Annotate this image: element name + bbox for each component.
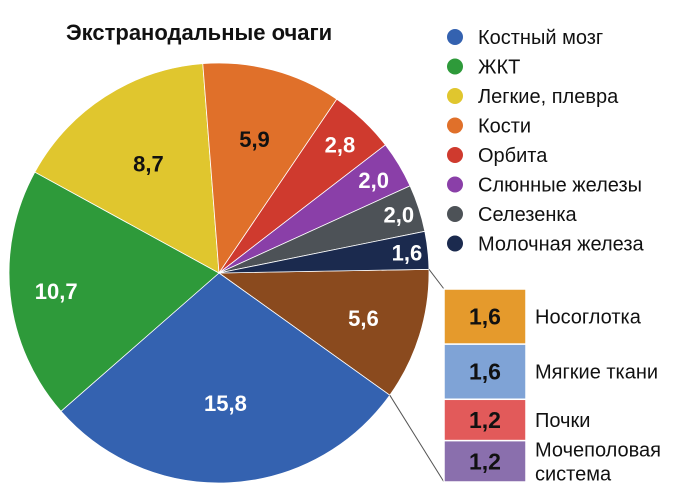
legend-marker <box>447 176 463 193</box>
breakdown-connectors <box>389 268 445 483</box>
breakdown-value: 1,6 <box>469 359 501 385</box>
legend-marker <box>447 117 463 134</box>
legend-marker <box>447 29 463 45</box>
legend-marker <box>447 88 463 104</box>
breakdown-value: 1,6 <box>469 304 501 330</box>
slice-value-label: 2,8 <box>325 133 356 158</box>
slice-value-label: 2,0 <box>358 168 389 193</box>
legend-label: Слюнные железы <box>478 175 642 197</box>
breakdown-segment <box>443 398 527 442</box>
legend-marker <box>447 147 463 163</box>
legend-marker <box>447 206 463 222</box>
breakdown-segment <box>443 288 527 345</box>
chart-title: Экстранодальные очаги <box>66 20 332 45</box>
connector-line <box>389 394 445 483</box>
breakdown-label: Мочеполовая система <box>535 439 661 485</box>
pie-slice <box>202 62 338 275</box>
breakdown-segment <box>443 439 527 483</box>
breakdown-value: 1,2 <box>469 448 501 474</box>
legend-marker <box>447 58 463 75</box>
slice-value-label: 10,7 <box>35 279 78 304</box>
slice-value-label: 5,9 <box>239 127 270 152</box>
pie-slice-labels: 5,615,810,78,75,9 2,82,02,01,6 <box>35 127 422 416</box>
legend-label: Легкие, плевра <box>478 86 619 108</box>
slice-value-label: 2,0 <box>384 203 415 228</box>
legend-label: Костный мозг <box>478 27 603 49</box>
breakdown-value: 1,2 <box>469 407 501 433</box>
slice-value-label: 15,8 <box>204 391 247 416</box>
legend-label: Селезенка <box>478 204 578 226</box>
legend: Костный мозг ЖКТ Легкие, плевра Кости Орбита… <box>447 27 644 256</box>
breakdown-bar: 1,6 Носоглотка 1,6 Мягкие ткани 1,2 Почки 1,2 М… <box>443 288 661 485</box>
breakdown-segment <box>443 343 527 401</box>
breakdown-label: Мягкие ткани <box>535 362 658 384</box>
pie-slice <box>34 63 220 274</box>
connector-line <box>428 268 445 290</box>
legend-label: Молочная железа <box>478 234 644 256</box>
slice-value-label: 8,7 <box>133 152 164 177</box>
pie-slices <box>8 62 430 484</box>
pie-slice <box>8 171 220 412</box>
breakdown-label: Почки <box>535 410 590 432</box>
slice-value-label: 5,6 <box>348 306 379 331</box>
legend-marker <box>447 235 463 252</box>
pie-slice <box>217 268 430 396</box>
legend-label: ЖКТ <box>478 57 520 79</box>
breakdown-label: Носоглотка <box>535 307 642 329</box>
pie-slice <box>218 230 430 274</box>
pie-slice <box>60 272 391 484</box>
legend-label: Кости <box>478 116 531 138</box>
legend-label: Орбита <box>478 145 548 167</box>
slice-value-label: 1,6 <box>392 241 423 266</box>
